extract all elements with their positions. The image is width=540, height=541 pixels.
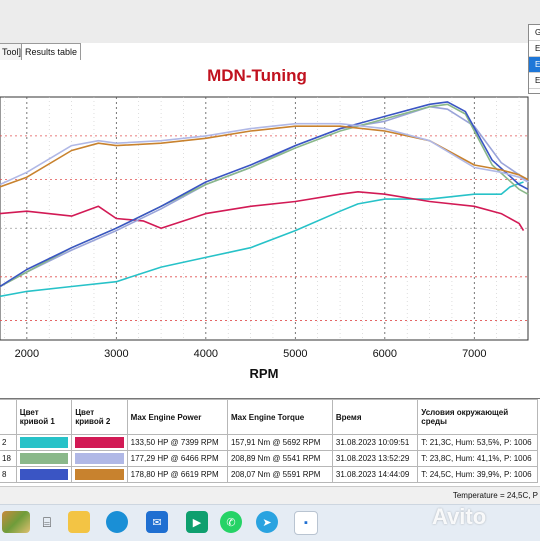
mail-icon[interactable]: ✉ <box>146 511 168 533</box>
color-swatch <box>75 453 124 464</box>
tab-results-table[interactable]: Results table <box>21 43 82 60</box>
max-power-value: 133,50 HP @ 7399 RPM <box>126 434 228 451</box>
conditions-value: T: 21,3C, Hum: 53,5%, P: 1006 <box>417 434 538 451</box>
table-row[interactable]: 18 177,29 HP @ 6466 RPM 208,89 Nm @ 5541… <box>0 450 538 467</box>
row-id: 18 <box>0 450 17 467</box>
conditions-value: T: 24,5C, Hum: 39,9%, P: 1006 <box>417 466 538 483</box>
conditions-value: T: 23,8C, Hum: 41,1%, P: 1006 <box>417 450 538 467</box>
curve-option[interactable]: E <box>529 41 540 57</box>
curve-color-swatch-2 <box>71 466 128 483</box>
x-tick-label: 6000 <box>373 348 397 360</box>
col-header-max-torque[interactable]: Max Engine Torque <box>226 399 333 435</box>
x-tick-label: 5000 <box>283 348 307 360</box>
col-header-max-power[interactable]: Max Engine Power <box>126 399 228 435</box>
folder-icon[interactable] <box>68 511 90 533</box>
curve-color-swatch-1 <box>15 450 73 467</box>
telegram-icon[interactable]: ➤ <box>256 511 278 533</box>
col-header-id[interactable] <box>0 399 17 435</box>
series-line <box>0 101 529 288</box>
time-value: 31.08.2023 10:09:51 <box>331 434 419 451</box>
row-id: 8 <box>0 466 17 483</box>
x-tick-label: 2000 <box>15 348 39 360</box>
curve-color-swatch-2 <box>71 434 128 451</box>
results-table-panel: Цвет кривой 1 Цвет кривой 2 Max Engine P… <box>0 398 540 487</box>
color-swatch <box>19 437 69 448</box>
x-tick-label: 3000 <box>104 348 128 360</box>
x-axis-label: RPM <box>250 366 279 381</box>
col-header-curve-color-1[interactable]: Цвет кривой 1 <box>15 399 73 435</box>
color-swatch <box>19 453 69 464</box>
results-table: Цвет кривой 1 Цвет кривой 2 Max Engine P… <box>0 399 538 483</box>
plot-frame <box>0 96 529 341</box>
col-header-conditions[interactable]: Условия окружающей среды <box>417 399 538 435</box>
dyno-app-icon[interactable]: ▪ <box>294 511 318 535</box>
max-torque-value: 208,89 Nm @ 5541 RPM <box>226 450 333 467</box>
curve-color-swatch-2 <box>71 450 128 467</box>
max-torque-value: 157,91 Nm @ 5692 RPM <box>226 434 333 451</box>
chart-title: MDN-Tuning <box>207 66 307 85</box>
col-header-time[interactable]: Время <box>331 399 419 435</box>
max-power-value: 177,29 HP @ 6466 RPM <box>126 450 228 467</box>
avito-watermark: Avito <box>432 504 487 529</box>
windows-taskbar: ⌸ ✉ ▶ ✆ ➤ ▪ <box>0 504 540 541</box>
status-bar: Temperature = 24,5C, P <box>0 486 540 505</box>
x-tick-label: 4000 <box>194 348 218 360</box>
row-id: 2 <box>0 434 17 451</box>
photo-thumbnail-icon[interactable] <box>2 511 30 533</box>
meet-icon[interactable]: ▶ <box>186 511 208 533</box>
table-row[interactable]: 8 178,80 HP @ 6619 RPM 208,07 Nm @ 5591 … <box>0 466 538 483</box>
x-tick-label: 7000 <box>462 348 486 360</box>
max-torque-value: 208,07 Nm @ 5591 RPM <box>226 466 333 483</box>
dyno-chart: 2000 3000 4000 5000 6000 7000 RPM <box>0 96 529 381</box>
series-line <box>0 125 529 188</box>
time-value: 31.08.2023 13:52:29 <box>331 450 419 467</box>
curve-color-swatch-1 <box>15 466 73 483</box>
series-line <box>0 191 525 232</box>
color-swatch <box>75 469 124 480</box>
max-power-value: 178,80 HP @ 6619 RPM <box>126 466 228 483</box>
edge-browser-icon[interactable] <box>106 511 128 533</box>
color-swatch <box>19 469 69 480</box>
curve-option[interactable]: E <box>529 73 540 89</box>
time-value: 31.08.2023 14:44:09 <box>331 466 419 483</box>
curve-options-panel: G E E E <box>528 24 540 94</box>
curve-color-swatch-1 <box>15 434 73 451</box>
curve-option[interactable]: G <box>529 25 540 41</box>
table-row[interactable]: 2 133,50 HP @ 7399 RPM 157,91 Nm @ 5692 … <box>0 434 538 451</box>
series-line <box>0 122 529 186</box>
whatsapp-icon[interactable]: ✆ <box>220 511 242 533</box>
color-swatch <box>75 437 124 448</box>
col-header-curve-color-2[interactable]: Цвет кривой 2 <box>71 399 128 435</box>
series-line <box>0 181 524 298</box>
curve-option-selected[interactable]: E <box>529 57 540 73</box>
window-top-area <box>0 0 540 43</box>
temperature-readout: Temperature = 24,5C, P <box>452 491 538 500</box>
terminal-icon[interactable]: ⌸ <box>42 513 52 530</box>
